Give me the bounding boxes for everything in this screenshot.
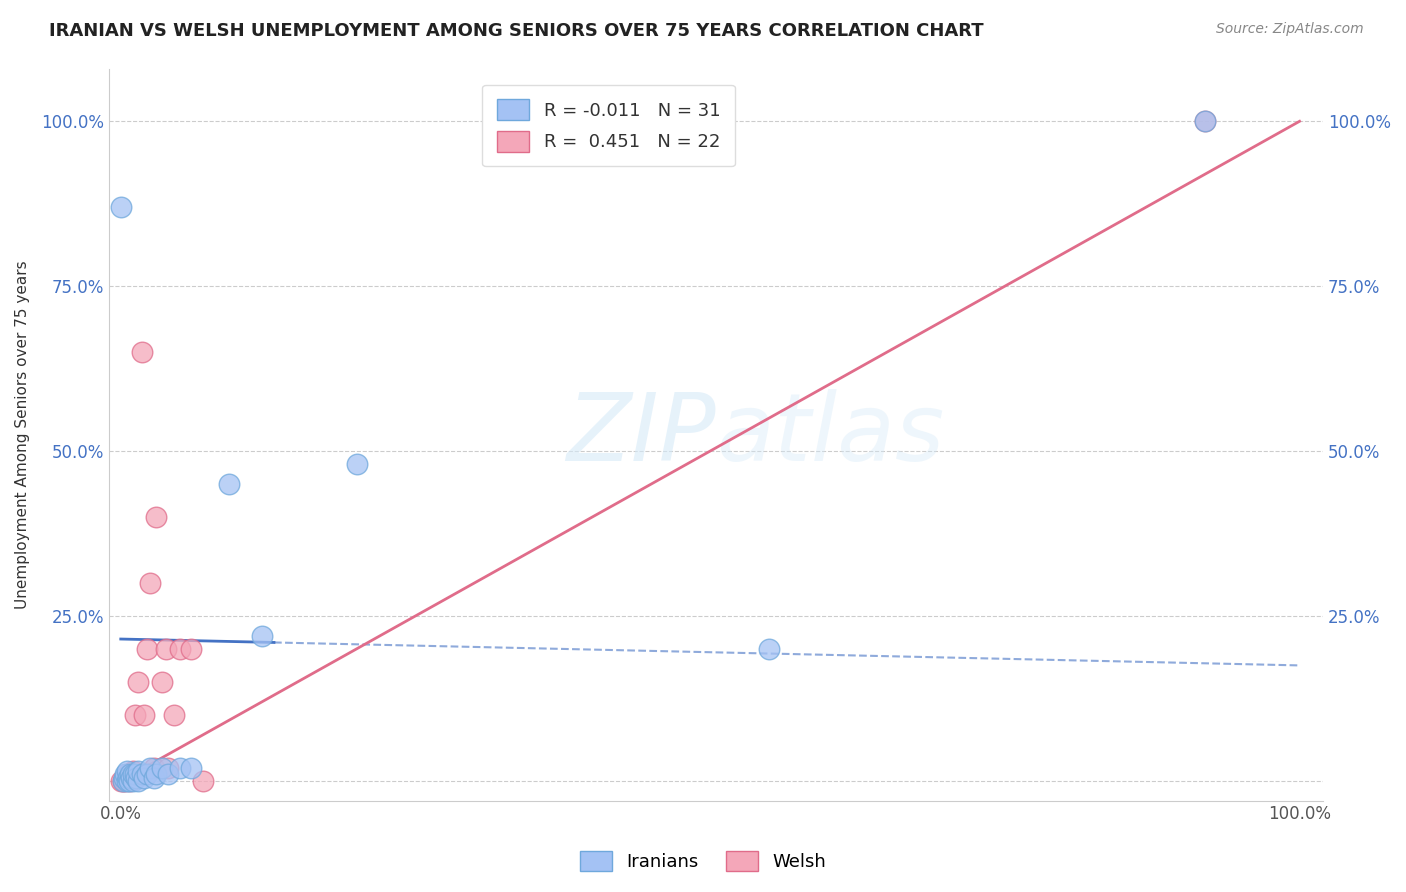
- Point: [145, 510, 167, 524]
- Point: [120, 767, 142, 781]
- Point: [135, 641, 157, 656]
- Point: [125, 771, 148, 785]
- Point: [250, 629, 273, 643]
- Point: [1194, 114, 1216, 128]
- Point: [127, 674, 149, 689]
- Point: [139, 576, 162, 591]
- Point: [156, 761, 179, 775]
- Point: [193, 773, 215, 788]
- Text: Source: ZipAtlas.com: Source: ZipAtlas.com: [1216, 22, 1364, 37]
- Point: [163, 707, 186, 722]
- Point: [142, 761, 165, 775]
- Point: [135, 767, 157, 781]
- Point: [155, 641, 177, 656]
- Point: [131, 345, 153, 359]
- Point: [142, 771, 165, 785]
- Point: [121, 764, 143, 778]
- Point: [112, 771, 135, 785]
- Legend: Iranians, Welsh: Iranians, Welsh: [572, 844, 834, 879]
- Legend: R = -0.011   N = 31, R =  0.451   N = 22: R = -0.011 N = 31, R = 0.451 N = 22: [482, 85, 735, 166]
- Point: [127, 773, 149, 788]
- Point: [114, 767, 136, 781]
- Point: [120, 773, 142, 788]
- Point: [150, 674, 173, 689]
- Point: [150, 761, 173, 775]
- Point: [180, 641, 202, 656]
- Point: [145, 767, 167, 781]
- Point: [115, 764, 138, 778]
- Point: [117, 767, 139, 781]
- Text: ZIP: ZIP: [567, 389, 716, 480]
- Point: [118, 773, 141, 788]
- Point: [117, 771, 139, 785]
- Point: [112, 773, 135, 788]
- Point: [1194, 114, 1216, 128]
- Y-axis label: Unemployment Among Seniors over 75 years: Unemployment Among Seniors over 75 years: [15, 260, 30, 609]
- Point: [169, 641, 191, 656]
- Point: [139, 761, 162, 775]
- Point: [758, 641, 780, 656]
- Point: [110, 773, 132, 788]
- Point: [131, 767, 153, 781]
- Point: [115, 773, 138, 788]
- Point: [110, 200, 132, 214]
- Point: [180, 761, 202, 775]
- Point: [121, 773, 143, 788]
- Point: [346, 457, 368, 471]
- Point: [114, 773, 136, 788]
- Point: [134, 771, 156, 785]
- Text: atlas: atlas: [716, 389, 945, 480]
- Point: [134, 707, 156, 722]
- Point: [127, 764, 149, 778]
- Point: [156, 767, 179, 781]
- Point: [121, 767, 143, 781]
- Point: [120, 771, 142, 785]
- Text: IRANIAN VS WELSH UNEMPLOYMENT AMONG SENIORS OVER 75 YEARS CORRELATION CHART: IRANIAN VS WELSH UNEMPLOYMENT AMONG SENI…: [49, 22, 984, 40]
- Point: [124, 707, 146, 722]
- Point: [169, 761, 191, 775]
- Point: [218, 477, 240, 491]
- Point: [112, 773, 135, 788]
- Point: [124, 767, 146, 781]
